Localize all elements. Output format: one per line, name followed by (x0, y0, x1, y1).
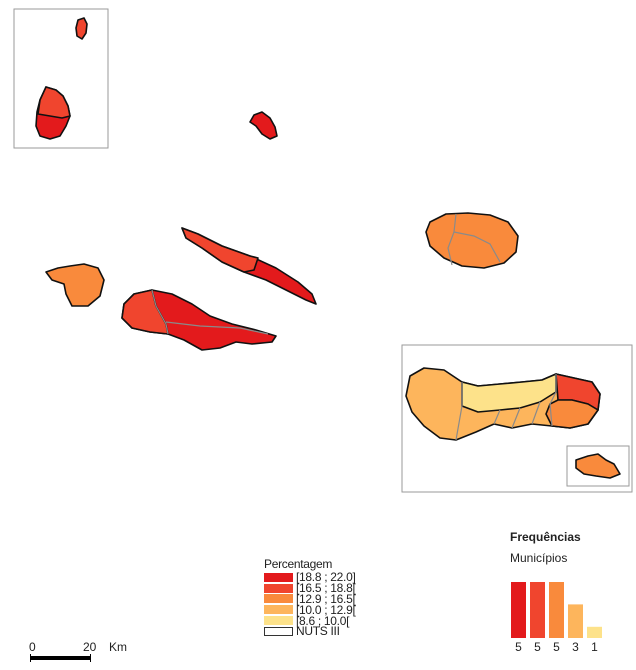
legend-item: [16.5 ; 18.8[ (264, 581, 356, 596)
legend-swatch (264, 605, 293, 615)
legend-item: [18.8 ; 22.0] (264, 570, 356, 585)
legend-label: [10.0 ; 12.9[ (296, 602, 356, 617)
legend-label: [18.8 ; 22.0] (296, 570, 356, 585)
legend-label: [8.6 ; 10.0[ (296, 613, 350, 628)
island-graciosa (249, 111, 278, 140)
inset-frame-eastern-group (401, 344, 633, 493)
island-terceira (425, 212, 519, 269)
legend-label: [16.5 ; 18.8[ (296, 581, 356, 596)
frequency-value-label: 5 (515, 640, 522, 654)
legend-swatch (264, 572, 293, 582)
municipality-border-sao-miguel (455, 374, 557, 441)
frequency-value-label: 5 (534, 640, 541, 654)
legend-swatch (264, 616, 293, 626)
scale-bar-tick (90, 654, 91, 662)
municipality-sao-miguel-southeast (545, 399, 599, 429)
legend-label-boundary: NUTS III (296, 624, 340, 639)
island-santa-maria (575, 453, 621, 479)
scale-start-label: 0 (29, 640, 36, 654)
scale-unit-label: Km (109, 640, 127, 654)
legend-item: [10.0 ; 12.9[ (264, 602, 356, 617)
municipality-flores-north (37, 86, 71, 119)
legend-swatch-boundary (264, 626, 293, 636)
frequency-value-label: 3 (572, 640, 579, 654)
municipality-border-pico (151, 289, 269, 335)
island-corvo (75, 17, 88, 40)
frequency-bar (587, 626, 602, 638)
scale-end-label: 20 (83, 640, 97, 654)
legend-label: [12.9 ; 16.5[ (296, 591, 356, 606)
frequency-value-label: 5 (553, 640, 560, 654)
frequency-bar (511, 582, 526, 638)
frequency-title: Frequências (510, 530, 581, 544)
scale-bar-tick (30, 654, 31, 662)
legend-swatch (264, 594, 293, 604)
legend-item-boundary: NUTS III (264, 624, 355, 639)
map-legend: Percentagem [18.8 ; 22.0] [16.5 ; 18.8[ … (264, 557, 356, 639)
frequency-bar (549, 582, 564, 638)
inset-frame-western-group (13, 8, 109, 149)
island-faial (45, 263, 105, 307)
legend-item: [8.6 ; 10.0[ (264, 613, 355, 628)
scale-bar-graphic (30, 656, 91, 660)
legend-swatch (264, 583, 293, 593)
frequency-bar (530, 582, 545, 638)
legend-title: Percentagem (264, 557, 333, 571)
municipality-border-terceira (447, 213, 501, 266)
legend-item: [12.9 ; 16.5[ (264, 591, 356, 606)
frequency-value-label: 1 (591, 640, 598, 654)
municipality-sao-jorge-west (181, 227, 259, 273)
inset-frame-santa-maria (566, 445, 630, 487)
frequency-subtitle: Municípios (510, 551, 568, 565)
frequency-bar (568, 604, 583, 638)
